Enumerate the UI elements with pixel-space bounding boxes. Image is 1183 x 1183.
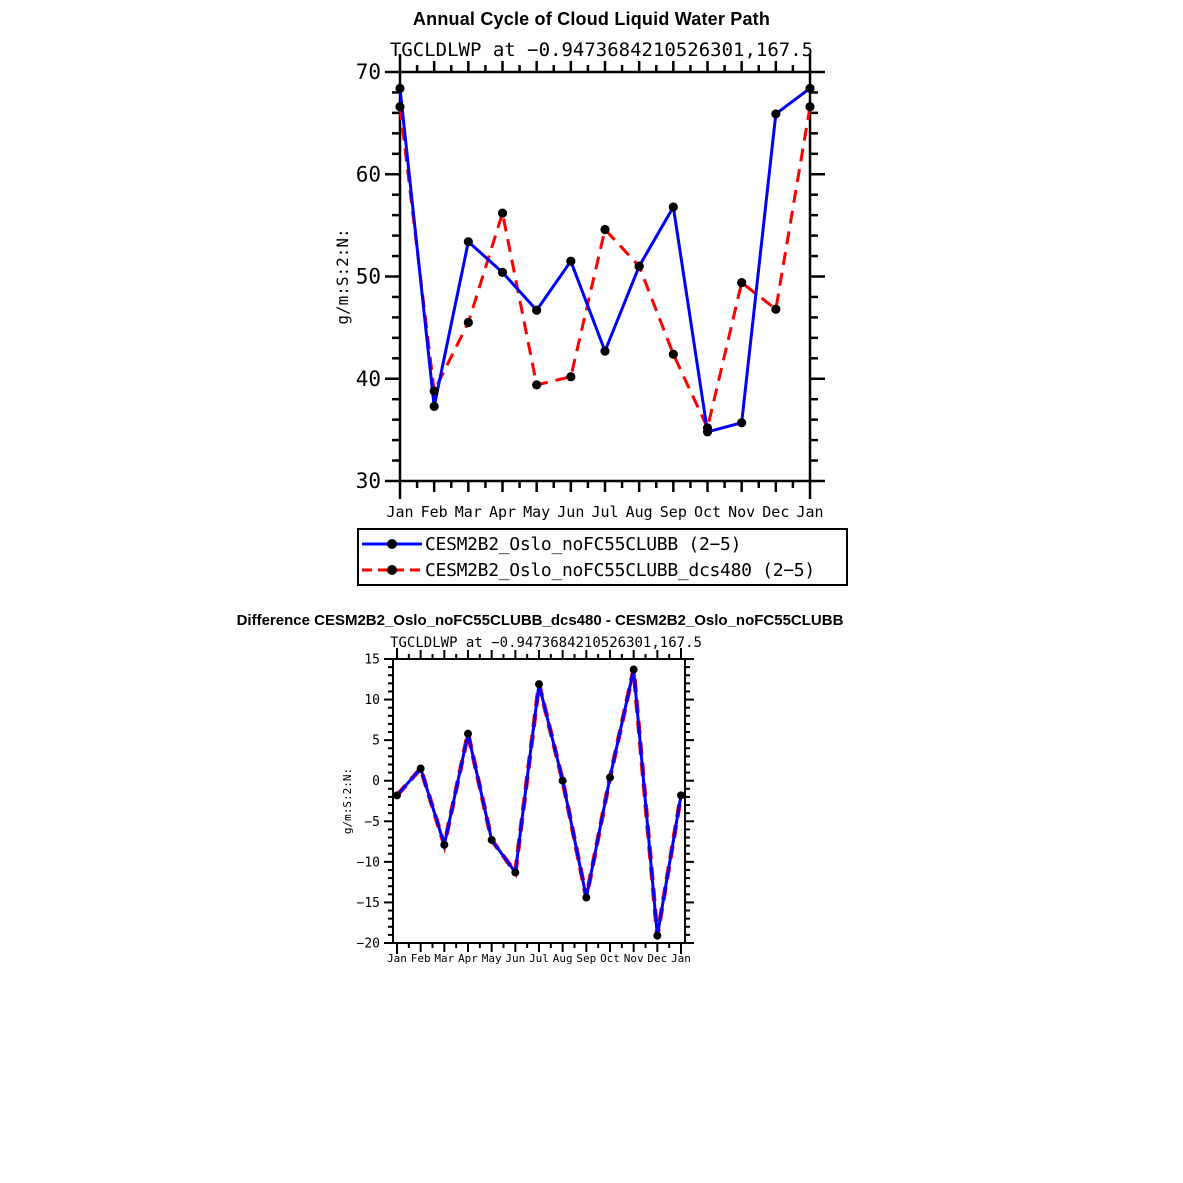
data-point [668,349,678,359]
difference-chart: Jan Feb Mar Apr May Jun Jul Aug Sep Oct Nov Dec Jan 1… [341,648,694,965]
data-point [463,317,473,328]
y-tick-label: 50 [356,265,381,289]
month-label: Jul [591,503,618,521]
data-point [566,256,576,266]
month-label: Oct [694,503,721,521]
data-point [535,680,543,689]
month-label: Jun [505,952,525,965]
y-axis-label: g/m:S:2:N: [333,228,352,324]
legend-label-dcs480: CESM2B2_Oslo_noFC55CLUBB_dcs480 (2−5) [425,559,815,581]
chart2-title: Difference CESM2B2_Oslo_noFC55CLUBB_dcs4… [236,612,844,629]
data-point [395,102,405,112]
y-tick-label: −5 [364,815,380,830]
legend-sample-dashed-line [362,565,422,575]
y-tick-label: 70 [356,60,381,84]
y-tick-label: 60 [356,162,381,186]
data-point [532,305,542,315]
chart1-title: Annual Cycle of Cloud Liquid Water Path [412,9,771,29]
legend-entry-base: CESM2B2_Oslo_noFC55CLUBB (2−5) [359,532,846,557]
month-label: Nov [624,952,644,965]
data-point [440,840,449,849]
y-tick-label: 15 [364,653,380,668]
month-label: May [482,952,502,965]
chart1-subtitle: TGCLDLWP at −0.9473684210526301,167.5 [389,39,814,61]
y-axis-label: g/m:S:2:N: [341,768,354,834]
month-label: Jul [529,952,549,965]
data-point [582,893,591,902]
data-point [653,931,662,940]
legend-label-base: CESM2B2_Oslo_noFC55CLUBB (2−5) [425,533,742,555]
month-label: Jan [386,503,413,521]
month-label: Jan [796,503,823,521]
data-point [668,202,678,212]
data-point [416,764,425,773]
month-label: Mar [455,503,482,521]
month-label: Dec [647,952,667,965]
data-point [771,304,781,314]
month-label: Nov [728,503,755,521]
month-label: Jan [671,952,691,965]
month-label: May [523,503,550,521]
data-point [737,278,747,288]
data-point [600,224,610,235]
y-tick-label: −10 [357,855,380,870]
month-label: Mar [434,952,454,965]
y-tick-label: 5 [372,734,380,749]
annual-cycle-chart: Jan Feb Mar Apr May Jun Jul Aug Sep Oct Nov Dec Jan 7… [333,54,825,521]
y-tick-label: 30 [356,469,381,493]
data-point [487,835,496,844]
data-point [463,237,473,247]
month-label: Sep [660,503,687,521]
month-label: Dec [762,503,789,521]
y-tick-label: 10 [364,693,380,708]
legend-marker-dot [387,565,397,575]
data-point [606,773,614,782]
month-label: Jan [387,952,407,965]
data-point [511,868,520,877]
month-label: Apr [489,503,516,521]
data-point [677,791,685,800]
data-point [497,208,508,218]
month-label: Sep [576,952,596,965]
data-point [737,418,747,428]
series-line-0 [395,669,683,936]
data-point [771,109,781,119]
legend-sample-solid-line [362,539,422,549]
data-point [600,346,610,356]
data-point [429,386,439,396]
y-tick-label: −15 [357,896,380,911]
month-label: Aug [626,503,653,521]
data-point [805,83,815,93]
month-label: Feb [411,952,431,965]
month-label: Jun [557,503,584,521]
data-point [429,401,439,411]
data-point [702,423,713,433]
data-point [558,776,567,785]
data-point [629,665,638,674]
series-line-0 [398,87,811,434]
data-point [393,791,401,800]
month-label: Apr [458,952,478,965]
data-point [532,380,542,390]
data-point [395,83,405,93]
data-point [497,267,508,278]
y-tick-label: −20 [357,937,380,952]
data-point [634,261,644,271]
legend-entry-dcs480: CESM2B2_Oslo_noFC55CLUBB_dcs480 (2−5) [359,558,846,583]
y-tick-label: 40 [356,367,381,391]
month-label: Feb [421,503,448,521]
y-tick-label: 0 [372,774,380,789]
month-label: Aug [553,952,573,965]
data-point [805,102,815,112]
data-point [566,372,576,382]
legend-box: CESM2B2_Oslo_noFC55CLUBB (2−5) CESM2B2_O… [357,528,848,586]
month-label: Oct [600,952,620,965]
chart2-subtitle: TGCLDLWP at −0.9473684210526301,167.5 [390,635,702,651]
legend-marker-dot [387,539,397,549]
data-point [464,729,472,738]
